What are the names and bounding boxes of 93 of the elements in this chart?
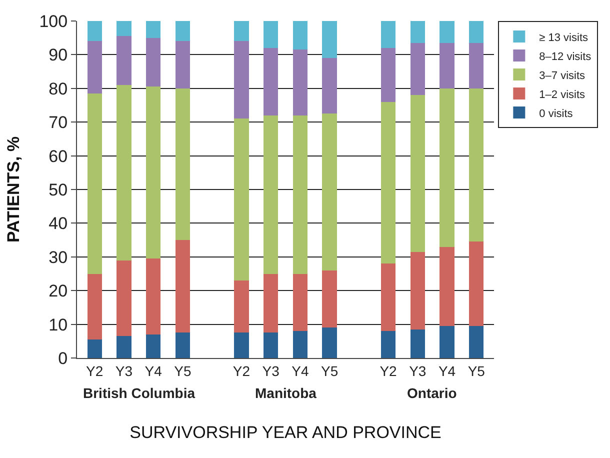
y-tick-label: 60 [48, 146, 68, 166]
bar [322, 270, 337, 328]
bar [175, 88, 190, 240]
bar [175, 41, 190, 88]
bar [380, 331, 396, 358]
bar [292, 331, 308, 358]
bar [440, 246, 454, 326]
x-axis-title: SURVIVORSHIP YEAR AND PROVINCE [130, 423, 442, 442]
bar [380, 102, 396, 264]
bar [469, 242, 484, 326]
legend-label: 8–12 visits [539, 50, 592, 63]
bar [410, 95, 425, 252]
x-tick-label: Y2 [232, 362, 250, 379]
x-tick-label: Y5 [468, 362, 486, 379]
bar [263, 332, 278, 358]
y-tick-label: 40 [48, 214, 68, 234]
bar [322, 58, 337, 114]
bar [146, 258, 161, 334]
bar [175, 240, 190, 333]
bar [87, 21, 102, 42]
bar [234, 21, 249, 42]
bar [469, 21, 484, 43]
text: British Columbia [83, 385, 196, 401]
bar [175, 332, 190, 358]
x-tick-label: Y4 [144, 362, 162, 379]
bar [292, 50, 308, 116]
bar [410, 21, 425, 43]
bar [175, 21, 190, 42]
bar [440, 88, 454, 247]
bar [116, 36, 132, 86]
legend-label: 1–2 visits [539, 88, 586, 101]
y-tick-label: 10 [48, 315, 68, 334]
bar [263, 274, 278, 333]
y-tick-label: 20 [48, 282, 68, 301]
bar [410, 252, 425, 330]
y-tick-label: 30 [48, 248, 68, 267]
bar [292, 274, 308, 332]
bar [234, 41, 249, 119]
x-tick-label: Y4 [438, 362, 456, 379]
bar [469, 326, 484, 358]
y-tick-label: 70 [48, 113, 68, 132]
bar [292, 115, 308, 274]
bar [146, 86, 161, 259]
bar [410, 329, 425, 358]
bar [234, 332, 249, 358]
bar [146, 38, 161, 87]
bar [292, 21, 308, 50]
bar [87, 274, 102, 340]
bar [469, 88, 484, 242]
bar [380, 21, 396, 48]
y-tick-label: 50 [48, 180, 68, 200]
bar [87, 339, 102, 358]
bar [116, 21, 132, 36]
bar [116, 260, 132, 336]
x-tick-label: Y5 [320, 362, 338, 379]
bar [234, 118, 249, 280]
bar [87, 93, 102, 274]
bar [263, 21, 278, 48]
x-tick-label: Y2 [86, 362, 104, 379]
bar [469, 42, 484, 88]
bar [440, 21, 454, 43]
bar [146, 334, 161, 358]
legend-label: 0 visits [539, 108, 574, 120]
bar [234, 280, 249, 333]
legend-label: 3–7 visits [539, 70, 586, 82]
x-tick-label: Y5 [174, 362, 192, 379]
bar [410, 42, 425, 96]
legend-label: ≥ 13 visits [539, 32, 588, 44]
text: Manitoba [255, 385, 317, 401]
y-tick-label: 100 [39, 12, 68, 31]
y-tick-label: 90 [48, 46, 68, 65]
y-tick-label: 80 [48, 79, 68, 98]
x-tick-label: Y2 [380, 362, 398, 379]
x-tick-label: Y3 [115, 362, 133, 379]
bar [116, 85, 132, 260]
bar [440, 326, 454, 358]
bar [322, 21, 337, 58]
x-tick-label: Y3 [409, 362, 426, 379]
bar [263, 48, 278, 116]
bar [263, 115, 278, 274]
bar [322, 328, 337, 358]
bar [87, 41, 102, 94]
bar [322, 114, 337, 270]
y-tick-label: 0 [58, 348, 68, 368]
bar [440, 42, 454, 88]
bar [380, 48, 396, 102]
y-axis-title: PATIENTS, % [4, 136, 23, 243]
x-tick-label: Y4 [292, 362, 309, 379]
bar [146, 21, 161, 38]
text: Ontario [407, 385, 457, 401]
bar [380, 264, 396, 332]
bar [116, 336, 132, 358]
x-tick-label: Y3 [262, 362, 280, 379]
